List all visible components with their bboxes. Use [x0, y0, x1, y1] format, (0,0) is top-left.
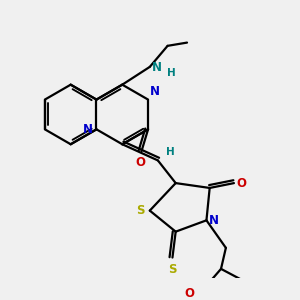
Text: N: N [150, 85, 160, 98]
Text: N: N [209, 214, 219, 227]
Text: O: O [135, 156, 145, 169]
Text: O: O [236, 177, 247, 190]
Text: O: O [184, 287, 194, 300]
Text: H: H [167, 68, 176, 78]
Text: N: N [82, 123, 93, 136]
Text: S: S [168, 263, 177, 276]
Text: N: N [152, 61, 161, 74]
Text: H: H [166, 147, 175, 157]
Text: S: S [136, 204, 145, 217]
